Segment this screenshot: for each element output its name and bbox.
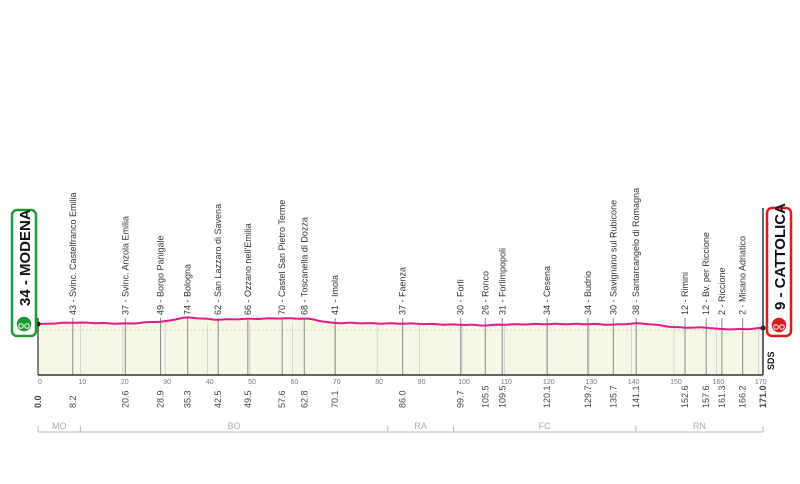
x-tick-label: 60 xyxy=(290,379,298,386)
profile-area xyxy=(38,317,763,375)
waypoint-km: 129.7 xyxy=(583,385,593,408)
waypoint-km: 166.2 xyxy=(738,385,748,408)
x-tick-label: 50 xyxy=(248,379,256,386)
x-tick-label: 0 xyxy=(38,379,42,386)
x-tick-label: 70 xyxy=(333,379,341,386)
x-tick-label: 170 xyxy=(755,379,767,386)
waypoint-name: 41 - Imola xyxy=(330,275,340,315)
waypoint-km: 157.6 xyxy=(701,385,711,408)
x-tick-label: 130 xyxy=(585,379,597,386)
waypoint-name: 66 - Ozzano nell'Emilia xyxy=(243,223,253,315)
waypoint-name: 26 - Ronco xyxy=(480,271,490,315)
x-tick-label: 150 xyxy=(670,379,682,386)
finish-cyclist-icon xyxy=(770,316,788,334)
waypoint-km: 0.0 xyxy=(33,395,43,408)
waypoint-km: 57.6 xyxy=(277,390,287,408)
waypoint-name: 2 - Misano Adriatico xyxy=(738,236,748,315)
finish-label: 9 - CATTOLICA xyxy=(772,203,789,310)
waypoint-km: 62.8 xyxy=(299,390,309,408)
x-tick-label: 20 xyxy=(121,379,129,386)
waypoint-name: 68 - Toscanella di Dozza xyxy=(299,217,309,315)
province-label: BO xyxy=(228,421,241,431)
waypoint-name: 34 - Budrio xyxy=(583,271,593,315)
waypoint-name: 2 - Riccione xyxy=(717,267,727,315)
waypoint-km: 152.6 xyxy=(680,385,690,408)
waypoint-km: 86.0 xyxy=(398,390,408,408)
x-tick-label: 160 xyxy=(713,379,725,386)
waypoint-name: 30 - Savignano sul Rubicone xyxy=(608,200,618,315)
waypoint-km: 42.5 xyxy=(213,390,223,408)
waypoint-name: 49 - Borgo Panigale xyxy=(156,235,166,315)
waypoint-name: 38 - Santarcangelo di Romagna xyxy=(631,188,641,315)
waypoint-km: 35.3 xyxy=(183,390,193,408)
finish-note: SDS xyxy=(766,351,776,370)
waypoint-km: 70.1 xyxy=(330,390,340,408)
waypoint-km: 109.5 xyxy=(497,385,507,408)
waypoint-km: 99.7 xyxy=(456,390,466,408)
waypoint-name: 31 - Forlimpopoli xyxy=(497,248,507,315)
waypoint-km: 120.1 xyxy=(542,385,552,408)
province-label: RN xyxy=(693,421,706,431)
province-label: FC xyxy=(539,421,551,431)
start-label: 34 - MODENA xyxy=(17,209,34,306)
profile-line xyxy=(37,316,764,331)
waypoint-km: 161.3 xyxy=(717,385,727,408)
x-tick-label: 110 xyxy=(501,379,512,386)
start-cyclist-icon xyxy=(15,315,33,333)
waypoint-name: 37 - Svinc. Anzola Emilia xyxy=(120,216,130,315)
waypoint-km: 8.2 xyxy=(68,395,78,408)
waypoint-name: 62 - San Lazzaro di Savena xyxy=(213,204,223,315)
province-label: MO xyxy=(52,421,67,431)
x-tick-label: 30 xyxy=(163,379,171,386)
waypoint-km: 28.9 xyxy=(156,390,166,408)
waypoint-name: 12 - Rimini xyxy=(680,272,690,315)
x-tick-label: 40 xyxy=(206,379,214,386)
finish-badge: 9 - CATTOLICA SDS xyxy=(765,203,793,370)
waypoint-km: 135.7 xyxy=(608,385,618,408)
x-tick-label: 120 xyxy=(543,379,555,386)
waypoint-name: 37 - Faenza xyxy=(398,267,408,315)
waypoint-name: 43 - Svinc. Castelfranco Emilia xyxy=(68,192,78,315)
x-tick-label: 100 xyxy=(458,379,470,386)
x-tick-label: 90 xyxy=(418,379,426,386)
start-badge: 34 - MODENA xyxy=(10,208,38,338)
waypoint-name: 74 - Bologna xyxy=(183,264,193,315)
waypoint-name: 34 - Cesena xyxy=(542,266,552,315)
x-tick-label: 140 xyxy=(628,379,640,386)
waypoint-km: 20.6 xyxy=(120,390,130,408)
x-tick-label: 10 xyxy=(78,379,86,386)
waypoint-name: 70 - Castel San Pietro Terme xyxy=(277,200,287,315)
waypoint-km: 171.0 xyxy=(758,385,768,408)
waypoint-km: 141.1 xyxy=(631,385,641,408)
waypoint-name: 12 - Bv. per Riccione xyxy=(701,232,711,315)
x-tick-label: 80 xyxy=(375,379,383,386)
waypoint-name: 30 - Forlì xyxy=(456,279,466,315)
province-label: RA xyxy=(414,421,427,431)
waypoint-km: 105.5 xyxy=(480,385,490,408)
waypoint-km: 49.5 xyxy=(243,390,253,408)
